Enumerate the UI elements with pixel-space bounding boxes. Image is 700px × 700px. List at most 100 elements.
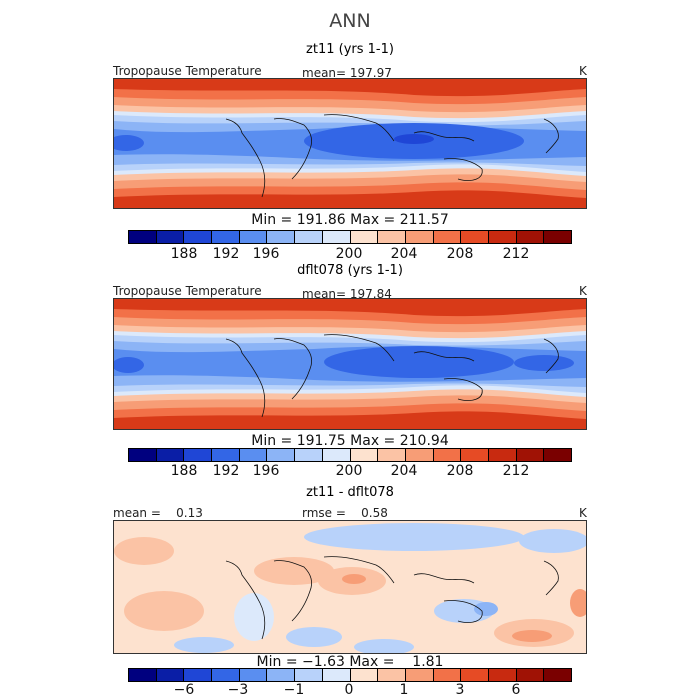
colorbar-tick: 208: [446, 463, 474, 479]
colorbar-tick: 196: [252, 246, 280, 262]
panel-3-map: [113, 520, 587, 654]
colorbar-cell: [516, 669, 545, 681]
contour-190: [394, 134, 434, 144]
colorbar-tick: 204: [390, 246, 418, 262]
panel-1-units-label: K: [579, 64, 587, 78]
colorbar-cell: [544, 231, 571, 243]
colorbar-cell: [405, 231, 434, 243]
figure-title: ANN: [329, 10, 371, 32]
colorbar-cell: [350, 449, 379, 461]
colorbar-cell: [322, 449, 351, 461]
colorbar-tick: −3: [227, 682, 249, 698]
coastlines: [225, 334, 559, 418]
colorbar-cell: [212, 449, 240, 461]
panel-3-units-label: K: [579, 506, 587, 520]
diff-pos: [114, 537, 174, 565]
colorbar-tick: 192: [212, 463, 240, 479]
colorbar-cell: [267, 231, 296, 243]
colorbar-cell: [544, 669, 571, 681]
colorbar-tick: 204: [390, 463, 418, 479]
panel-1-field-label: Tropopause Temperature: [113, 64, 262, 78]
colorbar-cell: [378, 669, 406, 681]
colorbar-cell: [267, 449, 296, 461]
diff-neg: [174, 637, 234, 653]
panel-2-field-label: Tropopause Temperature: [113, 284, 262, 298]
coastlines: [225, 114, 559, 198]
panel-2-minmax: Min = 191.75 Max = 210.94: [251, 433, 449, 449]
colorbar-cell: [295, 231, 323, 243]
diff-neg-strong: [474, 602, 498, 616]
contour-192-west: [114, 357, 144, 373]
colorbar-cell: [488, 669, 517, 681]
colorbar-cell: [405, 669, 434, 681]
colorbar-cell: [212, 231, 240, 243]
panel-2-colorbar: [128, 448, 572, 462]
colorbar-cell: [184, 231, 213, 243]
colorbar-tick: 1: [399, 682, 409, 698]
contour-192-east: [514, 355, 574, 371]
colorbar-cell: [267, 669, 296, 681]
coastlines: [225, 556, 559, 640]
colorbar-cell: [378, 449, 406, 461]
colorbar-cell: [156, 231, 185, 243]
colorbar-tick: 188: [170, 246, 198, 262]
colorbar-tick: 6: [511, 682, 521, 698]
colorbar-cell: [544, 449, 571, 461]
colorbar-cell: [461, 231, 489, 243]
colorbar-tick: 192: [212, 246, 240, 262]
colorbar-cell: [488, 231, 517, 243]
colorbar-cell: [433, 231, 462, 243]
panel-1-colorbar: [128, 230, 572, 244]
colorbar-cell: [350, 231, 379, 243]
panel-1-minmax: Min = 191.86 Max = 211.57: [251, 212, 449, 228]
colorbar-cell: [433, 669, 462, 681]
colorbar-cell: [156, 669, 185, 681]
panel-1-map: [113, 78, 587, 209]
colorbar-cell: [129, 449, 157, 461]
colorbar-tick: 3: [455, 682, 465, 698]
colorbar-cell: [156, 449, 185, 461]
panel-3-mean-label: mean = 0.13: [113, 506, 203, 520]
panel-1-title: zt11 (yrs 1-1): [306, 42, 394, 57]
colorbar-cell: [516, 231, 545, 243]
colorbar-cell: [239, 231, 268, 243]
diff-pos: [254, 557, 334, 585]
colorbar-cell: [488, 449, 517, 461]
panel-2-mean-label: mean= 197.84: [302, 287, 392, 301]
colorbar-cell: [239, 449, 268, 461]
colorbar-cell: [322, 231, 351, 243]
panel-2-map: [113, 298, 587, 430]
diff-neg: [354, 639, 414, 653]
contour-192: [324, 346, 514, 378]
colorbar-cell: [433, 449, 462, 461]
colorbar-cell: [516, 449, 545, 461]
colorbar-cell: [184, 449, 213, 461]
diff-pos: [124, 591, 204, 631]
colorbar-cell: [295, 449, 323, 461]
colorbar-cell: [129, 669, 157, 681]
panel-3-title: zt11 - dflt078: [306, 485, 394, 500]
diff-pos-strong: [512, 630, 552, 642]
panel-3-colorbar: [128, 668, 572, 682]
colorbar-tick: −6: [173, 682, 195, 698]
colorbar-cell: [405, 449, 434, 461]
colorbar-tick: 212: [502, 246, 530, 262]
colorbar-tick: 208: [446, 246, 474, 262]
panel-1-mean-label: mean= 197.97: [302, 66, 392, 80]
colorbar-cell: [212, 669, 240, 681]
diff-neg: [519, 529, 586, 553]
panel-3-minmax: Min = −1.63 Max = 1.81: [256, 654, 444, 670]
colorbar-cell: [295, 669, 323, 681]
diff-neg: [286, 627, 342, 647]
colorbar-cell: [184, 669, 213, 681]
diff-pos-strong: [570, 589, 586, 617]
colorbar-cell: [350, 669, 379, 681]
panel-2-units-label: K: [579, 284, 587, 298]
colorbar-tick: 196: [252, 463, 280, 479]
colorbar-cell: [378, 231, 406, 243]
colorbar-tick: 212: [502, 463, 530, 479]
colorbar-tick: −1: [283, 682, 305, 698]
colorbar-cell: [461, 669, 489, 681]
panel-3-rmse-label: rmse = 0.58: [302, 506, 388, 520]
colorbar-tick: 0: [344, 682, 354, 698]
